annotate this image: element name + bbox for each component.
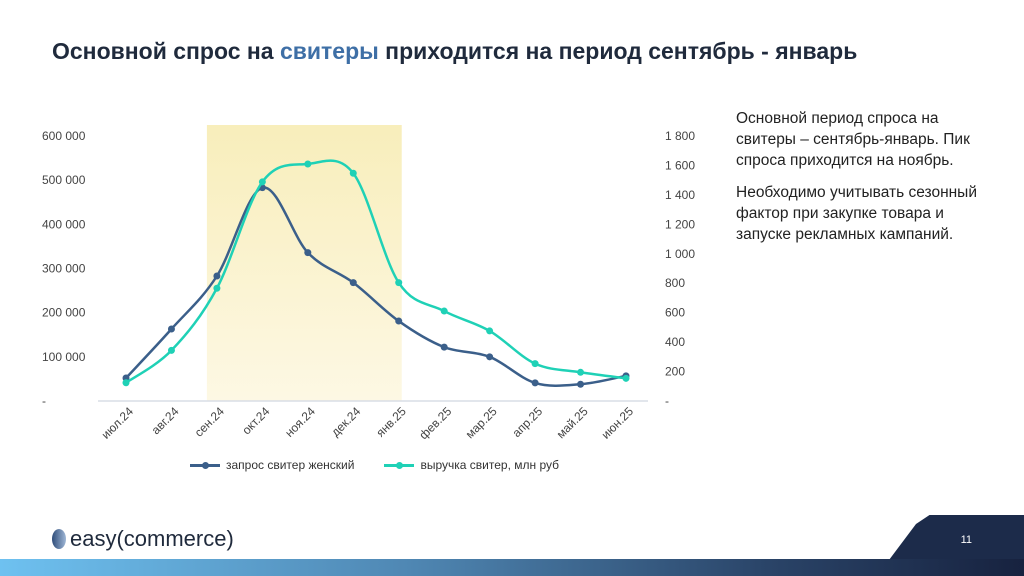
legend-item-requests: запрос свитер женский	[190, 458, 354, 472]
x-axis-tick: сен.24	[192, 404, 228, 440]
legend-item-revenue: выручка свитер, млн руб	[384, 458, 559, 472]
page-title: Основной спрос на свитеры приходится на …	[52, 38, 858, 64]
left-axis-tick: 400 000	[42, 217, 86, 231]
right-axis-tick: 1 800	[665, 129, 695, 143]
data-point	[486, 353, 494, 361]
data-point	[213, 284, 221, 292]
data-point	[531, 360, 539, 368]
right-axis-tick: 400	[665, 335, 685, 349]
note-paragraph: Необходимо учитывать сезонный фактор при…	[736, 184, 977, 243]
right-axis-tick: 1 000	[665, 247, 695, 261]
x-axis-tick: мар.25	[463, 404, 500, 441]
right-axis-tick: 1 200	[665, 217, 695, 231]
chart: - 100 000 200 000 300 000 400 000 500 000 600 …	[42, 125, 695, 442]
right-axis-tick: 200	[665, 365, 685, 379]
data-point	[304, 249, 312, 257]
x-axis-tick: янв.25	[373, 404, 409, 440]
chart-legend: запрос свитер женский выручка свитер, мл…	[190, 458, 559, 472]
left-axis-tick: -	[42, 394, 46, 408]
data-point	[622, 374, 630, 382]
data-point	[440, 343, 448, 351]
data-point	[304, 160, 312, 168]
x-axis-tick: окт.24	[239, 404, 272, 437]
x-axis-tick: июн.25	[599, 404, 637, 442]
right-axis-tick: 800	[665, 276, 685, 290]
footer-bar	[0, 559, 1024, 576]
left-axis-tick: 500 000	[42, 173, 86, 187]
data-point	[167, 325, 175, 333]
data-point	[258, 178, 266, 186]
highlight-band	[206, 125, 402, 401]
left-axis-tick: 600 000	[42, 129, 86, 143]
data-point	[167, 346, 175, 354]
right-axis-tick: -	[665, 394, 669, 408]
x-axis-tick: июл.24	[99, 404, 137, 442]
data-point	[122, 379, 130, 387]
data-point	[395, 317, 403, 325]
left-axis-tick: 200 000	[42, 306, 86, 320]
data-point	[531, 379, 539, 387]
data-point	[577, 380, 585, 388]
data-point	[440, 307, 448, 315]
data-point	[486, 327, 494, 335]
company-logo: easy(commerce)	[52, 526, 234, 552]
data-point	[213, 272, 221, 280]
side-note: Основной период спроса на свитеры – сент…	[736, 108, 986, 256]
x-axis-tick: авг.24	[149, 404, 182, 437]
x-axis-tick: май.25	[554, 404, 591, 441]
note-paragraph: Основной период спроса на свитеры – сент…	[736, 110, 970, 169]
x-axis-tick: ноя.24	[282, 404, 318, 440]
data-point	[349, 279, 357, 287]
x-axis-tick: дек.24	[328, 404, 363, 439]
x-axis-tick: фев.25	[416, 404, 454, 442]
left-axis-tick: 300 000	[42, 262, 86, 276]
data-point	[395, 279, 403, 287]
x-axis-tick: апр.25	[509, 404, 545, 440]
logo-mark-icon	[52, 529, 66, 549]
page-number: 11	[960, 534, 972, 546]
right-axis-tick: 600	[665, 306, 685, 320]
data-point	[349, 169, 357, 177]
data-point	[577, 368, 585, 376]
footer-corner-decoration	[889, 515, 1024, 560]
left-axis-tick: 100 000	[42, 350, 86, 364]
right-axis-tick: 1 400	[665, 188, 695, 202]
right-axis-tick: 1 600	[665, 158, 695, 172]
